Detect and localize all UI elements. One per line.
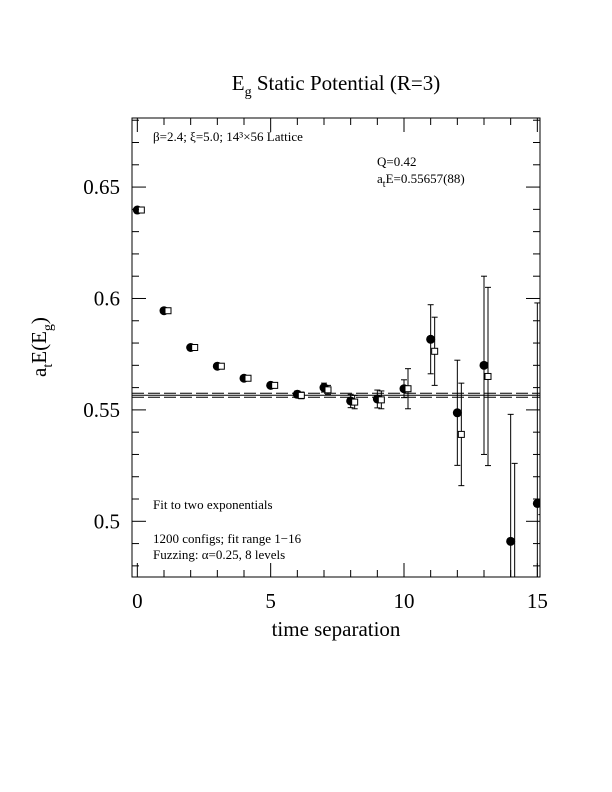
plot-area bbox=[132, 205, 540, 577]
y-tick-label: 0.65 bbox=[83, 175, 120, 199]
ylabel-part: ) bbox=[27, 317, 51, 324]
point bbox=[426, 334, 436, 344]
x-tick-label: 15 bbox=[527, 589, 548, 613]
y-tick-label: 0.55 bbox=[83, 398, 120, 422]
x-tick-label: 0 bbox=[132, 589, 143, 613]
ylabel-part: E(E bbox=[27, 331, 51, 364]
title-part: E bbox=[232, 71, 245, 95]
chart-title: Eg Static Potential (R=3) bbox=[232, 71, 440, 100]
annotation: β=2.4; ξ=5.0; 14³×56 Lattice bbox=[153, 129, 303, 144]
title-part: Static Potential (R=3) bbox=[252, 71, 441, 95]
plot-frame bbox=[131, 117, 541, 578]
point bbox=[217, 362, 225, 370]
ylabel-sub: g bbox=[41, 324, 56, 331]
point bbox=[452, 408, 462, 418]
point bbox=[324, 386, 332, 394]
ylabel-sub: t bbox=[41, 364, 56, 368]
point bbox=[479, 360, 489, 370]
point bbox=[164, 307, 172, 315]
point bbox=[506, 536, 516, 546]
x-tick-label: 5 bbox=[265, 589, 276, 613]
ylabel-part: a bbox=[27, 367, 51, 377]
point bbox=[244, 374, 252, 382]
annotation-sub: t bbox=[383, 179, 386, 190]
point bbox=[404, 385, 412, 393]
annotation: Q=0.42 bbox=[377, 154, 416, 169]
error-bar bbox=[511, 462, 518, 577]
point bbox=[377, 396, 385, 404]
point bbox=[137, 206, 145, 214]
y-tick-label: 0.5 bbox=[94, 509, 120, 533]
annotation-part: E=0.55657(88) bbox=[386, 171, 465, 186]
point bbox=[297, 391, 305, 399]
annotation: Fuzzing: α=0.25, 8 levels bbox=[153, 547, 285, 562]
point bbox=[271, 381, 279, 389]
annotation: Fit to two exponentials bbox=[153, 497, 273, 512]
y-tick-label: 0.6 bbox=[94, 286, 120, 310]
annotation: 1200 configs; fit range 1−16 bbox=[153, 531, 302, 546]
x-axis-label: time separation bbox=[272, 617, 401, 641]
point bbox=[191, 344, 199, 351]
point bbox=[484, 372, 492, 380]
point bbox=[351, 398, 359, 406]
y-axis-label: atE(Eg) bbox=[27, 317, 56, 377]
point bbox=[457, 430, 465, 438]
error-bar bbox=[538, 514, 540, 516]
annotation: atE=0.55657(88) bbox=[377, 171, 465, 190]
point bbox=[532, 498, 540, 508]
annotation-part: a bbox=[377, 171, 383, 186]
x-tick-label: 10 bbox=[394, 589, 415, 613]
title-sub: g bbox=[245, 85, 252, 100]
point bbox=[431, 347, 439, 355]
